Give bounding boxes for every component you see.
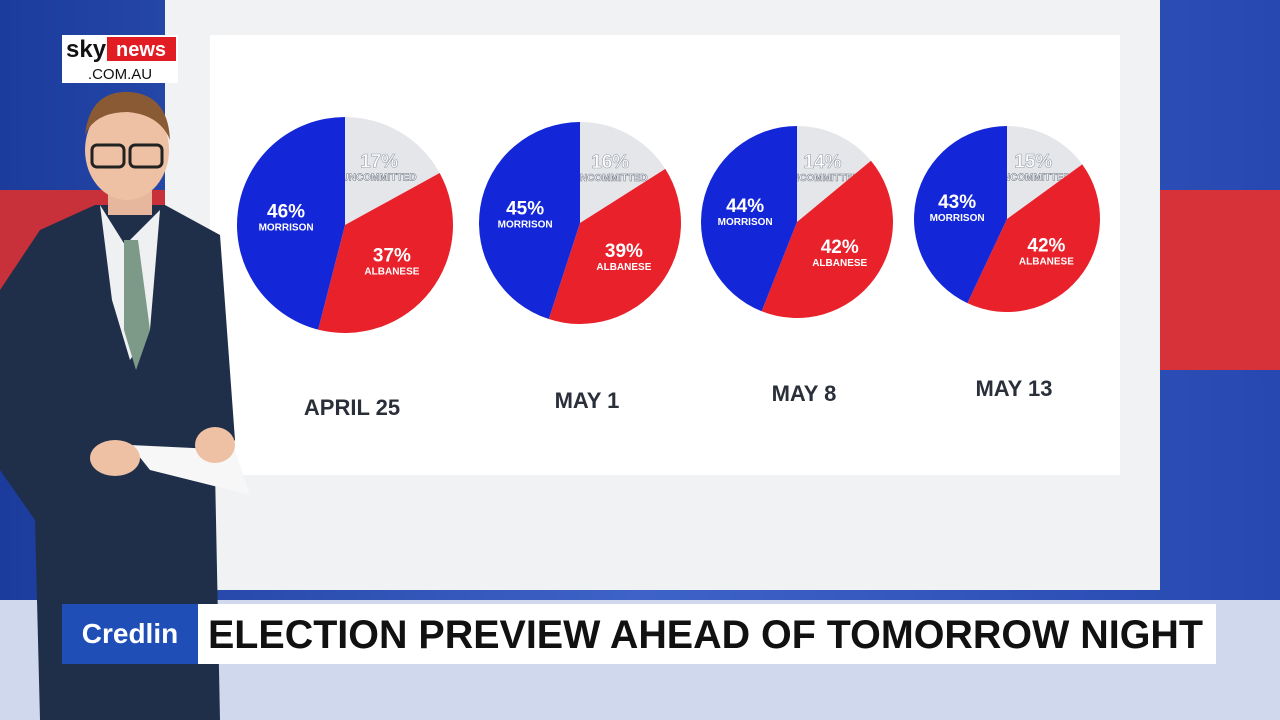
headline: ELECTION PREVIEW AHEAD OF TOMORROW NIGHT — [208, 613, 1203, 657]
slice-category-label: UNCOMMITTED — [342, 172, 417, 183]
pie-charts: 17%UNCOMMITTED37%ALBANESE46%MORRISONAPRI… — [236, 117, 1100, 420]
pie-slice — [318, 172, 454, 334]
slice-value-label: 14% — [803, 152, 841, 173]
presenter — [0, 91, 250, 720]
slice-category-label: ALBANESE — [812, 258, 867, 269]
slice-value-label: 43% — [938, 192, 976, 213]
slice-value-label: 16% — [591, 152, 629, 173]
slice-category-label: UNCOMMITTED — [785, 173, 860, 184]
lower-third: Credlin ELECTION PREVIEW AHEAD OF TOMORR… — [62, 604, 1216, 664]
show-badge — [62, 604, 198, 664]
pie-title: APRIL 25 — [304, 395, 400, 420]
studio-red-panel — [1150, 190, 1280, 370]
slice-value-label: 37% — [373, 245, 411, 266]
slice-category-label: MORRISON — [718, 217, 773, 228]
logo-name: news — [116, 39, 166, 61]
slice-value-label: 42% — [821, 237, 859, 258]
slice-value-label: 15% — [1014, 152, 1052, 173]
logo-red-box — [107, 37, 176, 61]
pie-slice — [479, 122, 580, 320]
channel-logo: sky news .COM.AU — [62, 35, 178, 83]
slice-category-label: ALBANESE — [364, 266, 419, 277]
pie-slice — [345, 117, 440, 225]
pie-slice — [761, 160, 894, 319]
slice-category-label: ALBANESE — [1019, 257, 1074, 268]
show-name: Credlin — [82, 618, 178, 649]
slice-category-label: UNCOMMITTED — [573, 173, 648, 184]
pie-slice — [580, 122, 666, 223]
pie-slice — [701, 126, 797, 312]
logo-brand: sky — [66, 36, 107, 63]
pie-title: MAY 13 — [975, 376, 1052, 401]
slice-value-label: 44% — [726, 196, 764, 217]
slice-category-label: ALBANESE — [596, 262, 651, 273]
pie-title: MAY 1 — [555, 388, 620, 413]
slice-category-label: MORRISON — [259, 223, 314, 234]
pie-slice — [236, 117, 345, 330]
slice-category-label: UNCOMMITTED — [996, 173, 1071, 184]
logo-domain: .COM.AU — [88, 66, 152, 83]
slice-value-label: 39% — [605, 241, 643, 262]
headline-strip — [198, 604, 1216, 664]
pie-slice — [967, 164, 1100, 312]
pie-slice — [1007, 126, 1083, 219]
pie-slice — [548, 168, 681, 324]
slice-value-label: 17% — [360, 151, 398, 172]
slice-category-label: MORRISON — [498, 219, 553, 230]
pie-title: MAY 8 — [772, 381, 837, 406]
pie-slice — [914, 126, 1007, 304]
slice-value-label: 45% — [506, 198, 544, 219]
pie-slice — [797, 126, 871, 222]
slice-value-label: 42% — [1027, 236, 1065, 257]
slice-value-label: 46% — [267, 202, 305, 223]
slice-category-label: MORRISON — [930, 213, 985, 224]
